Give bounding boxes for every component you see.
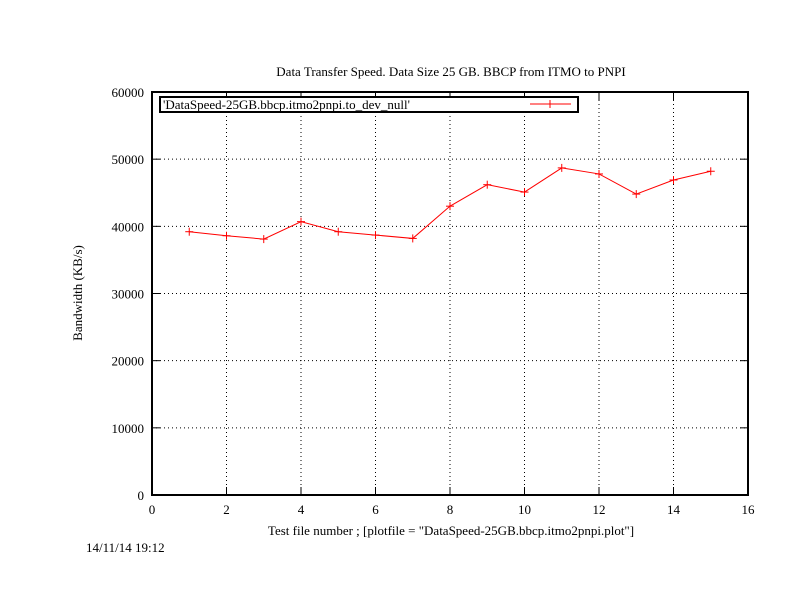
y-tick-label: 0 xyxy=(138,488,145,503)
data-point xyxy=(371,231,380,240)
data-point xyxy=(706,167,715,176)
y-axis-ticks: 0 10000 20000 30000 40000 50000 60000 xyxy=(112,85,748,503)
x-tick-label: 14 xyxy=(667,502,681,517)
chart-title: Data Transfer Speed. Data Size 25 GB. BB… xyxy=(276,64,625,79)
data-point xyxy=(297,217,305,226)
legend-marker xyxy=(546,100,554,108)
y-tick-label: 60000 xyxy=(112,85,145,100)
x-tick-label: 12 xyxy=(593,502,606,517)
y-tick-label: 10000 xyxy=(112,421,145,436)
data-point xyxy=(334,227,343,236)
y-tick-label: 40000 xyxy=(112,219,145,234)
x-tick-label: 10 xyxy=(518,502,531,517)
x-axis-ticks: 0 2 4 6 8 10 12 14 16 xyxy=(149,92,755,517)
timestamp: 14/11/14 19:12 xyxy=(86,540,165,555)
legend: 'DataSpeed-25GB.bbcp.itmo2pnpi.to_dev_nu… xyxy=(159,96,579,113)
data-point xyxy=(595,169,603,178)
series-group xyxy=(185,163,715,244)
legend-box xyxy=(159,96,579,113)
x-tick-label: 8 xyxy=(447,502,454,517)
data-point xyxy=(185,227,194,236)
y-tick-label: 50000 xyxy=(112,152,145,167)
grid xyxy=(152,92,748,495)
data-point xyxy=(669,175,678,184)
y-tick-label: 30000 xyxy=(112,287,145,302)
data-point xyxy=(557,163,566,172)
data-point xyxy=(483,180,492,189)
data-point xyxy=(222,231,231,240)
x-tick-label: 16 xyxy=(742,502,756,517)
x-tick-label: 2 xyxy=(223,502,230,517)
data-point xyxy=(446,202,454,211)
x-axis-label: Test file number ; [plotfile = "DataSpee… xyxy=(268,523,634,538)
x-tick-label: 6 xyxy=(372,502,379,517)
x-tick-label: 0 xyxy=(149,502,156,517)
data-point xyxy=(520,188,529,197)
data-point xyxy=(259,235,268,244)
y-axis-label: Bandwidth (KB/s) xyxy=(70,245,85,341)
y-tick-label: 20000 xyxy=(112,354,145,369)
legend-label: 'DataSpeed-25GB.bbcp.itmo2pnpi.to_dev_nu… xyxy=(163,97,410,112)
x-tick-label: 4 xyxy=(298,502,305,517)
data-point xyxy=(632,190,641,199)
data-point xyxy=(408,234,417,243)
